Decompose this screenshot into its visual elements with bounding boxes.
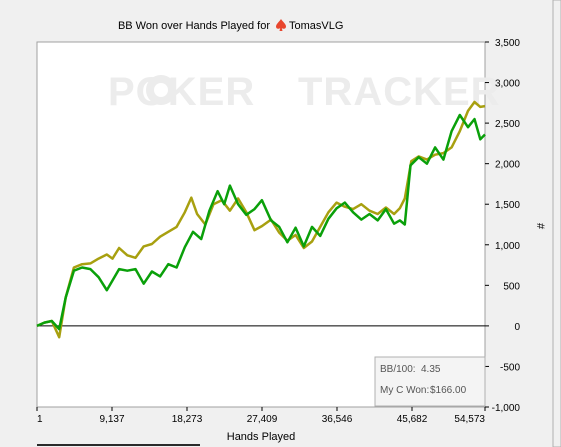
x-tick-label: 1 [37,414,43,425]
x-tick-label: 45,682 [397,414,428,425]
y-tick-label: 0 [514,322,520,333]
bb100-label: BB/100: [380,364,416,375]
y-tick-label: -500 [500,362,520,373]
spade-icon [276,19,286,31]
x-tick-label: 27,409 [247,414,278,425]
stats-box: BB/100: 4.35 My C Won: $166.00 [374,356,486,407]
x-axis: 1 9,137 18,273 27,409 36,546 45,682 54,573 [36,407,486,425]
series-layer [36,100,486,339]
won-label: My C Won: [380,385,429,396]
x-axis-label: Hands Played [227,431,296,443]
y-tick-label: -1,000 [492,403,521,414]
x-tick-label: 9,137 [99,414,124,425]
series-line-0 [36,100,486,339]
y-tick-label: 1,000 [495,241,520,252]
y-axis: 3,500 3,000 2,500 2,000 1,500 1,000 500 0 -500 -1… [485,38,520,414]
won-value: $166.00 [430,385,467,396]
plot-area [36,41,486,408]
watermark-left: POKER [108,70,255,114]
x-tick-label: 36,546 [322,414,353,425]
watermark-right: TRACKER [298,70,501,114]
x-tick-label: 18,273 [172,414,203,425]
series-line-1 [36,113,486,331]
y-tick-label: 3,000 [495,79,520,90]
player-name: TomasVLG [289,20,343,32]
right-panel-edge [552,0,561,447]
y-tick-label: 2,500 [495,119,520,130]
y-axis-label: # [534,223,546,230]
chart-title-text: BB Won over Hands Played for [118,20,270,32]
poker-chip-icon [146,75,176,105]
bb100-value: 4.35 [421,364,441,375]
x-tick-label: 54,573 [454,414,485,425]
y-tick-label: 2,000 [495,160,520,171]
y-tick-label: 3,500 [495,38,520,49]
y-tick-label: 1,500 [495,200,520,211]
y-tick-label: 500 [503,281,520,292]
